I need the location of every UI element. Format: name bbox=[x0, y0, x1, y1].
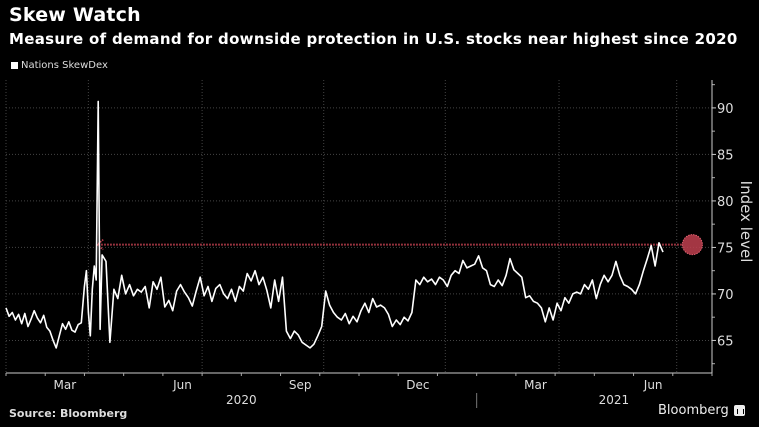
legend-label: Nations SkewDex bbox=[21, 60, 108, 71]
brand-name: Bloomberg bbox=[658, 403, 729, 418]
axis-labels: 65 70 75 80 85 90 Mar Jun Sep Dec Mar Jun 2020 2021 In… bbox=[54, 102, 755, 407]
brand: Bloomberg bbox=[658, 403, 745, 418]
gridlines bbox=[5, 80, 712, 373]
y-tick-label: 80 bbox=[717, 195, 734, 210]
legend-swatch bbox=[11, 62, 18, 69]
bloomberg-logo-icon bbox=[733, 405, 745, 416]
series-line-nations-skewdex bbox=[5, 100, 664, 349]
x-tick-label: Jun bbox=[643, 378, 663, 392]
series-group bbox=[5, 0, 695, 349]
x-tick-label: Mar bbox=[54, 378, 77, 392]
chart-title: Skew Watch bbox=[9, 4, 141, 26]
y-tick-label: 75 bbox=[717, 241, 734, 256]
x-tick-label: Dec bbox=[406, 378, 429, 392]
year-label: 2020 bbox=[226, 393, 257, 407]
annotation-circle bbox=[681, 234, 703, 256]
source-note: Source: Bloomberg bbox=[9, 407, 128, 420]
y-tick-label: 90 bbox=[717, 102, 734, 117]
chart-subtitle: Measure of demand for downside protectio… bbox=[9, 30, 738, 48]
annotation bbox=[95, 234, 703, 256]
x-tick-label: Jun bbox=[172, 378, 192, 392]
y-tick-label: 85 bbox=[717, 148, 734, 163]
y-tick-label: 70 bbox=[717, 288, 734, 303]
year-label: 2021 bbox=[599, 393, 630, 407]
x-tick-label: Sep bbox=[289, 378, 312, 392]
x-tick-label: Mar bbox=[524, 378, 547, 392]
axes bbox=[5, 80, 716, 408]
y-tick-label: 65 bbox=[717, 334, 734, 349]
legend: Nations SkewDex bbox=[11, 60, 108, 71]
y-axis-label: Index level bbox=[737, 181, 755, 263]
